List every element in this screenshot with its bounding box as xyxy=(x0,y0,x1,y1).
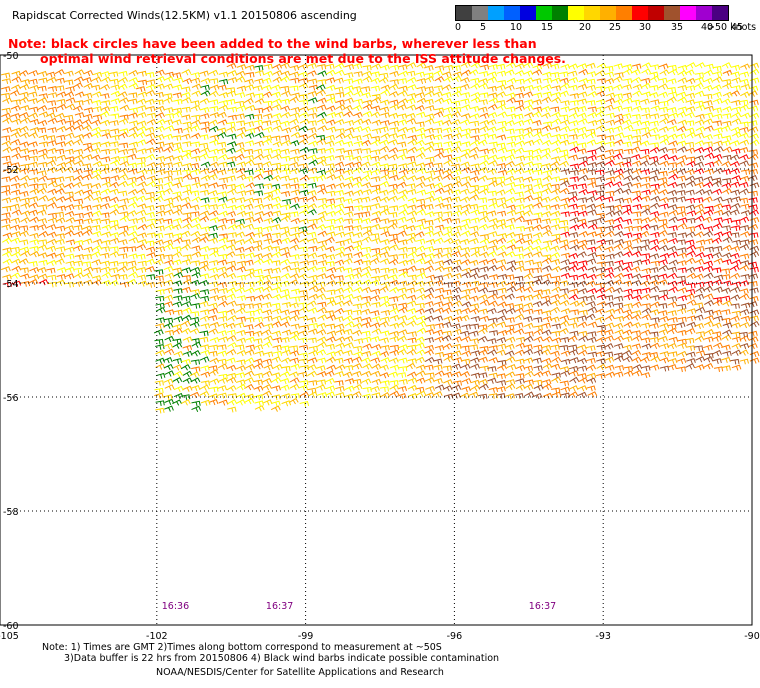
colorbar-swatch xyxy=(488,6,504,20)
attitude-note: Note: black circles have been added to t… xyxy=(8,36,568,66)
wind-map: -105 -102 -99 -96 -93 -90 -50 -52 -54 -56 -58 -60 1… xyxy=(0,51,760,640)
axis-tick-labels: -105 -102 -99 -96 -93 -90 -50 -52 -54 -56 -58 -60 xyxy=(0,51,760,640)
colorbar-swatch xyxy=(520,6,536,20)
lat-tick-label: -50 xyxy=(3,51,19,62)
colorbar-label: 5 xyxy=(480,22,487,33)
colorbar-label: 25 xyxy=(609,22,622,33)
colorbar-swatch xyxy=(632,6,648,20)
colorbar-swatch xyxy=(536,6,552,20)
colorbar-label: >50 knots xyxy=(707,22,757,33)
note-line-2: optimal wind retrieval conditions are me… xyxy=(40,51,566,66)
colorbar-label: 20 xyxy=(579,22,592,33)
wind-barb-group xyxy=(0,62,759,412)
colorbar-swatch xyxy=(600,6,616,20)
lon-tick-label: -102 xyxy=(146,631,168,640)
colorbar-swatch xyxy=(712,6,728,20)
colorbar-label: 0 xyxy=(455,22,462,33)
lat-tick-label: -56 xyxy=(3,393,19,404)
colorbar-label: 30 xyxy=(639,22,652,33)
lon-tick-label: -96 xyxy=(447,631,463,640)
colorbar-swatch xyxy=(696,6,712,20)
colorbar-swatch xyxy=(664,6,680,20)
colorbar-label: 45 xyxy=(731,22,744,33)
lat-tick-label: -58 xyxy=(3,507,19,518)
colorbar-swatch xyxy=(584,6,600,20)
footer-note-1: Note: 1) Times are GMT 2)Times along bot… xyxy=(42,642,442,653)
pass-time-label: 16:37 xyxy=(529,601,556,612)
lat-tick-label: -54 xyxy=(3,279,19,290)
footer-credit: NOAA/NESDIS/Center for Satellite Applica… xyxy=(156,667,444,678)
colorbar-swatch xyxy=(472,6,488,20)
colorbar-swatch xyxy=(504,6,520,20)
colorbar-swatch xyxy=(552,6,568,20)
pass-time-label: 16:37 xyxy=(266,601,293,612)
colorbar-swatch xyxy=(616,6,632,20)
map-title: Rapidscat Corrected Winds(12.5KM) v1.1 2… xyxy=(12,9,357,22)
colorbar-swatch xyxy=(456,6,472,20)
colorbar-label: 40 xyxy=(701,22,714,33)
wind-barb-group xyxy=(146,65,328,413)
wind-barbs-layer xyxy=(0,61,760,414)
colorbar-label: 10 xyxy=(510,22,523,33)
wind-barb-group xyxy=(10,61,760,414)
map-frame xyxy=(0,54,753,626)
colorbar-labels: 0 5 10 15 20 25 30 35 40 45 >50 knots xyxy=(455,21,756,35)
map-grid xyxy=(8,55,752,625)
pass-time-label: 16:36 xyxy=(162,601,189,612)
colorbar-swatch xyxy=(680,6,696,20)
wind-barb-group xyxy=(0,62,760,406)
lat-tick-label: -60 xyxy=(3,621,19,632)
note-line-1: Note: black circles have been added to t… xyxy=(8,36,537,51)
wind-barb-group xyxy=(2,61,760,407)
pass-time-labels: 16:36 16:37 16:37 xyxy=(162,601,556,612)
lon-tick-label: -90 xyxy=(744,631,760,640)
lon-tick-label: -99 xyxy=(298,631,314,640)
lat-tick-label: -52 xyxy=(3,165,19,176)
lon-tick-label: -93 xyxy=(595,631,611,640)
wind-speed-colorbar: 0 5 10 15 20 25 30 35 40 45 >50 knots xyxy=(455,5,756,35)
footer-note-2: 3)Data buffer is 22 hrs from 20150806 4)… xyxy=(64,653,500,664)
colorbar-swatch xyxy=(568,6,584,20)
colorbar-label: 15 xyxy=(541,22,554,33)
wind-barb-group xyxy=(424,145,760,400)
lon-tick-label: -105 xyxy=(0,631,19,640)
colorbar-label: 35 xyxy=(671,22,684,33)
colorbar-swatches xyxy=(455,5,729,21)
colorbar-swatch xyxy=(648,6,664,20)
